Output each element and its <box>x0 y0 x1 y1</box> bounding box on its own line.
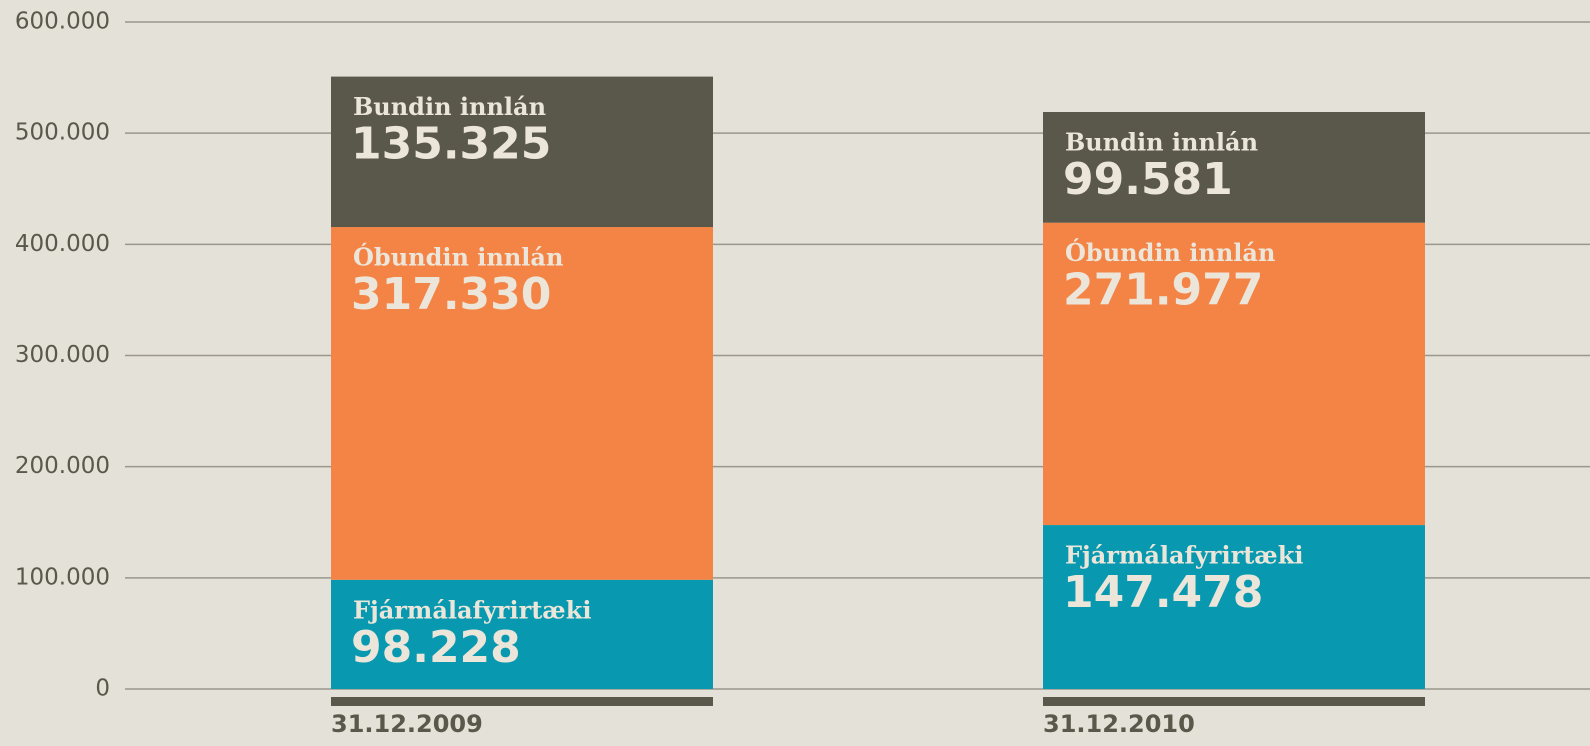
bar-segment <box>1043 222 1425 526</box>
data-label: 99.581 <box>1063 154 1233 205</box>
segment-name: Fjármálafyrirtæki <box>1065 541 1303 570</box>
y-tick-label: 0 <box>95 676 110 702</box>
data-label: 98.228 <box>351 622 521 673</box>
data-label: 135.325 <box>351 119 551 170</box>
segment-name: Bundin innlán <box>1065 128 1258 157</box>
bar-segment <box>331 76 713 228</box>
category-bar <box>1043 697 1425 706</box>
data-label: 147.478 <box>1063 567 1263 618</box>
bar-segment <box>331 227 713 580</box>
bar-segment <box>1043 112 1425 223</box>
y-tick-label: 100.000 <box>15 564 110 590</box>
segment-name: Bundin innlán <box>353 92 546 121</box>
y-tick-label: 200.000 <box>15 453 110 479</box>
y-tick-label: 600.000 <box>15 9 110 35</box>
bar-segment <box>1043 525 1425 689</box>
y-tick-label: 300.000 <box>15 342 110 368</box>
y-tick-label: 500.000 <box>15 120 110 146</box>
x-tick-label: 31.12.2009 <box>331 710 483 738</box>
segment-name: Óbundin innlán <box>353 243 563 272</box>
data-label: 271.977 <box>1063 265 1263 316</box>
bar-segment <box>331 579 713 689</box>
segment-name: Fjármálafyrirtæki <box>353 595 591 624</box>
y-tick-label: 400.000 <box>15 231 110 257</box>
data-label: 317.330 <box>351 269 551 320</box>
x-tick-label: 31.12.2010 <box>1043 710 1195 738</box>
segment-name: Óbundin innlán <box>1065 238 1275 267</box>
category-bar <box>331 697 713 706</box>
